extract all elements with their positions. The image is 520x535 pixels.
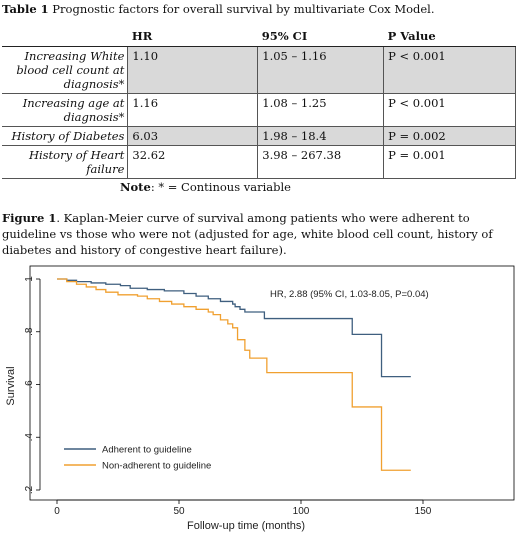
x-tick-label: 100 — [293, 506, 310, 517]
row-p: P < 0.001 — [383, 46, 516, 94]
row-label: Increasing White blood cell count at dia… — [2, 46, 129, 94]
series-line-adherent — [57, 278, 411, 378]
figure-caption: Figure 1. Kaplan-Meier curve of survival… — [2, 210, 516, 258]
row-p: P = 0.002 — [383, 126, 516, 146]
row-label: History of Heart failure — [2, 145, 129, 179]
table-note: Note: * = Continous variable — [120, 180, 291, 194]
row-p: P < 0.001 — [383, 93, 516, 127]
header-ci: 95% CI — [257, 26, 384, 47]
table-caption: Table 1 Prognostic factors for overall s… — [2, 2, 435, 16]
row-hr: 32.62 — [127, 145, 259, 179]
figure-caption-text: . Kaplan-Meier curve of survival among p… — [2, 211, 493, 257]
row-hr: 6.03 — [127, 126, 259, 146]
table-row: History of Heart failure 32.62 3.98 – 26… — [2, 145, 516, 179]
row-ci: 3.98 – 267.38 — [257, 145, 385, 179]
y-tick-label: .6 — [24, 380, 35, 389]
x-axis-label: Follow-up time (months) — [187, 520, 305, 532]
row-hr: 1.16 — [127, 93, 259, 127]
x-tick-label: 50 — [173, 506, 185, 517]
series-line-non-adherent — [57, 278, 411, 471]
header-p: P Value — [383, 26, 516, 47]
prognostic-factors-table: HR 95% CI P Value Increasing White blood… — [2, 26, 516, 179]
plot-frame — [29, 265, 515, 501]
y-tick-label: .8 — [24, 327, 35, 336]
kaplan-meier-chart: .2 .4 .6 .8 1 0 50 100 150 HR, 2.88 (95% CI, 1.0… — [5, 265, 515, 532]
table-note-label: Note — [120, 180, 151, 194]
x-tick-label: 150 — [415, 506, 432, 517]
chart-axes: .2 .4 .6 .8 1 0 50 100 150 — [24, 276, 432, 517]
legend-label: Adherent to guideline — [102, 445, 192, 456]
x-tick-label: 0 — [54, 506, 60, 517]
row-ci: 1.98 – 18.4 — [257, 126, 385, 146]
table-row: Increasing White blood cell count at dia… — [2, 46, 516, 94]
row-label: Increasing age at diagnosis* — [2, 93, 129, 127]
chart-series — [57, 278, 411, 471]
chart-legend: Adherent to guideline Non-adherent to gui… — [64, 445, 211, 472]
row-ci: 1.08 – 1.25 — [257, 93, 385, 127]
table-header-row: HR 95% CI P Value — [2, 26, 516, 47]
row-label: History of Diabetes — [2, 126, 129, 146]
legend-label: Non-adherent to guideline — [102, 461, 211, 472]
y-tick-label: 1 — [24, 276, 35, 282]
table-caption-label: Table 1 — [2, 2, 49, 16]
row-ci: 1.05 – 1.16 — [257, 46, 385, 94]
table-note-text: : * = Continous variable — [150, 180, 291, 194]
table-row: Increasing age at diagnosis* 1.16 1.08 –… — [2, 93, 516, 127]
y-axis-label: Survival — [5, 366, 17, 405]
header-hr: HR — [127, 26, 258, 47]
header-factor — [2, 26, 128, 47]
row-p: P = 0.001 — [383, 145, 516, 179]
y-tick-label: .2 — [24, 485, 35, 494]
y-tick-label: .4 — [24, 433, 35, 442]
table-caption-text: Prognostic factors for overall survival … — [48, 2, 435, 16]
hr-annotation: HR, 2.88 (95% CI, 1.03-8.05, P=0.04) — [270, 289, 429, 300]
figure-caption-label: Figure 1 — [2, 211, 57, 225]
table-row: History of Diabetes 6.03 1.98 – 18.4 P =… — [2, 126, 516, 146]
row-hr: 1.10 — [127, 46, 259, 94]
